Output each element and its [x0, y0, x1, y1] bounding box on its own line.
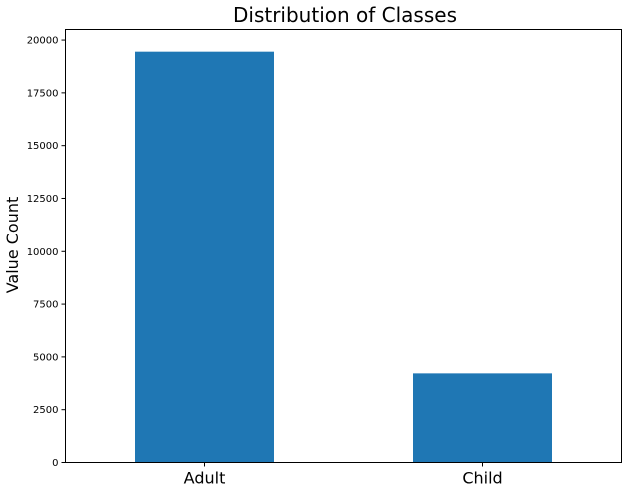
y-tick-label: 12500: [27, 194, 59, 205]
plot-area-frame: [65, 29, 622, 463]
y-tick-label: 20000: [27, 36, 59, 47]
y-axis-ticks: 0 2500 5000 7500 10000 12500 15000 17500 20000: [27, 36, 66, 469]
x-tick-label: Adult: [184, 469, 226, 488]
bar-child: [413, 373, 552, 463]
y-tick-label: 10000: [27, 247, 59, 258]
y-tick-label: 5000: [33, 352, 58, 363]
y-tick-label: 17500: [27, 88, 59, 99]
x-axis-ticks: Adult Child: [184, 462, 503, 488]
y-tick-label: 15000: [27, 141, 59, 152]
bar-adult: [135, 51, 274, 463]
y-tick-label: 0: [52, 458, 58, 469]
y-tick-label: 7500: [33, 300, 58, 311]
chart-title: Distribution of Classes: [233, 3, 457, 27]
x-tick-label: Child: [462, 469, 502, 488]
y-axis-label: Value Count: [3, 197, 22, 294]
bars-group: [135, 51, 552, 463]
y-tick-label: 2500: [33, 405, 58, 416]
